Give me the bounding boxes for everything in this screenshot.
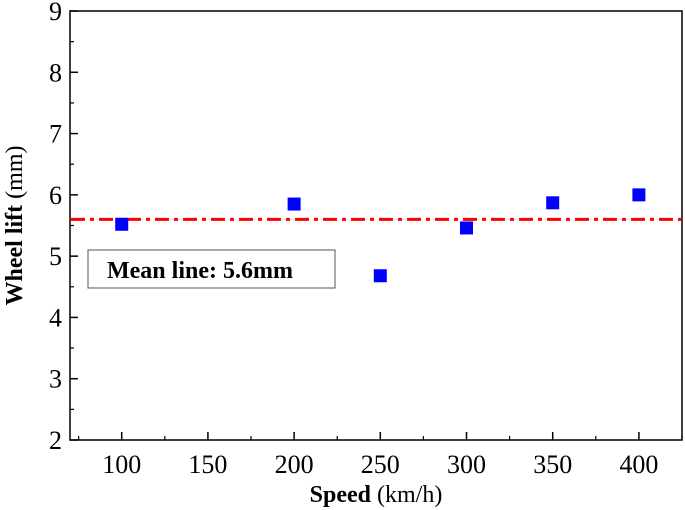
- data-point: [115, 217, 129, 231]
- y-tick-label: 2: [49, 426, 62, 455]
- x-axis-title-unit: (km/h): [371, 482, 442, 508]
- y-tick-label: 8: [49, 58, 62, 87]
- x-tick-label: 300: [447, 450, 486, 479]
- y-tick-label: 6: [49, 181, 62, 210]
- x-tick-label: 150: [188, 450, 227, 479]
- y-tick-label: 3: [49, 365, 62, 394]
- data-point: [460, 221, 474, 235]
- plot-area: [69, 10, 683, 441]
- y-tick-label: 7: [49, 120, 62, 149]
- data-markers: [115, 188, 646, 283]
- x-tick-label: 200: [275, 450, 314, 479]
- data-point: [546, 196, 560, 210]
- x-axis-title: Speed (km/h): [310, 482, 443, 508]
- mean-line-label: Mean line: 5.6mm: [107, 258, 293, 284]
- y-axis-title-bold: Wheel lift: [2, 205, 28, 306]
- y-axis-title-unit: (mm): [2, 146, 28, 205]
- x-tick-label: 100: [102, 450, 141, 479]
- x-axis-title-bold: Speed: [310, 482, 372, 508]
- y-tick-label: 4: [49, 303, 62, 332]
- plot-frame: [69, 10, 683, 441]
- y-axis-title: Wheel lift (mm): [2, 146, 28, 306]
- x-tick-label: 250: [361, 450, 400, 479]
- data-point: [632, 188, 646, 202]
- mean-line-legend-box: [87, 249, 336, 289]
- data-point: [373, 269, 387, 283]
- axis-ticks: 100 150 200 250 300 350 400 2 3 4 5 6 7 8 9: [49, 0, 683, 479]
- y-tick-label: 5: [49, 242, 62, 271]
- data-point: [287, 197, 301, 211]
- x-tick-label: 350: [533, 450, 572, 479]
- y-tick-label: 9: [49, 0, 62, 26]
- x-tick-label: 400: [619, 450, 658, 479]
